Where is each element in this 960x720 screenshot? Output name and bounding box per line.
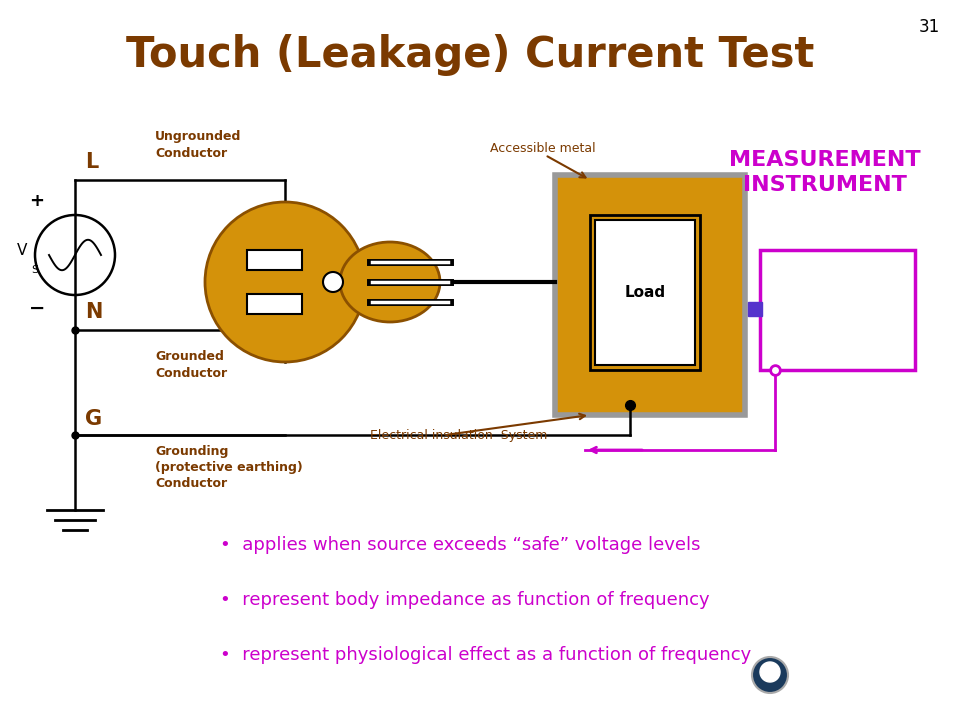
Text: −: − xyxy=(29,299,45,318)
Text: S: S xyxy=(31,265,38,275)
Circle shape xyxy=(205,202,365,362)
Text: •  represent body impedance as function of frequency: • represent body impedance as function o… xyxy=(220,591,709,609)
Circle shape xyxy=(323,272,343,292)
Text: Accessible metal: Accessible metal xyxy=(490,142,595,155)
Bar xyxy=(760,250,915,370)
Bar xyxy=(247,294,302,314)
Text: L: L xyxy=(85,152,98,172)
Bar xyxy=(555,175,745,415)
Ellipse shape xyxy=(340,242,440,322)
Text: N: N xyxy=(85,302,103,322)
Text: +: + xyxy=(30,192,44,210)
Bar xyxy=(595,220,695,365)
Text: G: G xyxy=(85,409,102,429)
Text: Grounded
Conductor: Grounded Conductor xyxy=(155,350,228,380)
Bar xyxy=(590,215,700,370)
Bar xyxy=(748,302,762,316)
Circle shape xyxy=(760,662,780,682)
Bar xyxy=(247,250,302,270)
Text: •  applies when source exceeds “safe” voltage levels: • applies when source exceeds “safe” vol… xyxy=(220,536,701,554)
Circle shape xyxy=(752,657,788,693)
Text: 31: 31 xyxy=(919,18,940,36)
Text: Load: Load xyxy=(624,285,665,300)
Text: Electrical insulation  System: Electrical insulation System xyxy=(370,428,547,441)
Text: Touch (Leakage) Current Test: Touch (Leakage) Current Test xyxy=(126,34,814,76)
Text: V: V xyxy=(17,243,28,258)
Text: Ungrounded
Conductor: Ungrounded Conductor xyxy=(155,130,241,160)
Text: MEASUREMENT
INSTRUMENT: MEASUREMENT INSTRUMENT xyxy=(730,150,921,195)
Text: Grounding
(protective earthing)
Conductor: Grounding (protective earthing) Conducto… xyxy=(155,445,302,490)
Text: •  represent physiological effect as a function of frequency: • represent physiological effect as a fu… xyxy=(220,646,752,664)
